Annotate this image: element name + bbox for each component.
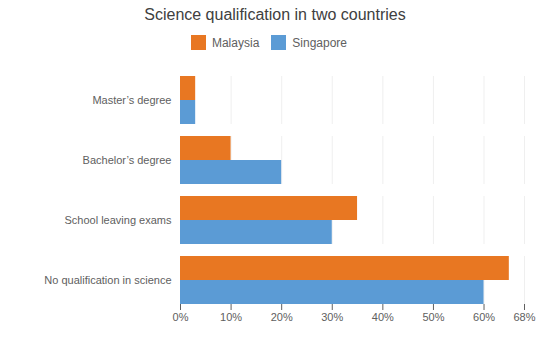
html-text:Singapore: Singapore (292, 35, 347, 50)
svg-text:No qualification in science: No qualification in science (44, 274, 171, 286)
svg-text:Master’s degree: Master’s degree (92, 94, 171, 106)
svg-text:0%: 0% (173, 311, 189, 323)
svg-text:60%: 60% (473, 311, 495, 323)
html-text:Malaysia: Malaysia (212, 35, 260, 50)
svg-text:20%: 20% (271, 311, 293, 323)
svg-text:10%: 10% (220, 311, 242, 323)
svg-text:School leaving exams: School leaving exams (64, 214, 172, 226)
html-text:Science qualification in two c: Science qualification in two countries (144, 6, 406, 23)
svg-text:68%: 68% (513, 311, 535, 323)
svg-text:50%: 50% (422, 311, 444, 323)
svg-text:Bachelor’s degree: Bachelor’s degree (83, 154, 172, 166)
svg-text:30%: 30% (321, 311, 343, 323)
svg-text:40%: 40% (372, 311, 394, 323)
